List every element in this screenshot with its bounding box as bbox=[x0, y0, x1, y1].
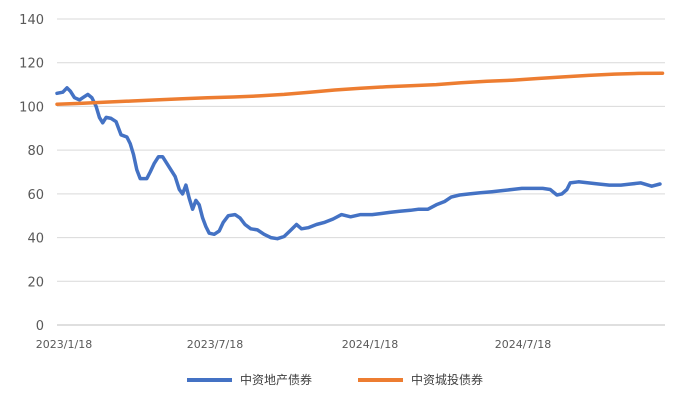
y-axis-tick-labels: 0 20 40 60 80 100 120 140 bbox=[19, 13, 44, 334]
series-lines bbox=[55, 71, 665, 241]
y-tick-label: 60 bbox=[27, 188, 44, 203]
x-tick-label: 2024/7/18 bbox=[495, 338, 551, 351]
y-tick-label: 0 bbox=[36, 319, 44, 334]
y-tick-label: 20 bbox=[27, 275, 44, 290]
x-tick-label: 2024/1/18 bbox=[342, 338, 398, 351]
legend-label-series-1: 中资地产债券 bbox=[240, 372, 312, 387]
x-tick-label: 2023/1/18 bbox=[36, 338, 92, 351]
legend-label-series-2: 中资城投债券 bbox=[411, 372, 483, 387]
x-axis-tick-labels: 2023/1/18 2023/7/18 2024/1/18 2024/7/18 bbox=[36, 338, 551, 351]
series-line-2 bbox=[55, 71, 665, 106]
y-tick-label: 100 bbox=[19, 100, 44, 115]
y-tick-label: 120 bbox=[19, 57, 44, 72]
series-line-1 bbox=[55, 86, 662, 241]
x-tick-label: 2023/7/18 bbox=[187, 338, 243, 351]
y-tick-label: 80 bbox=[27, 144, 44, 159]
legend: 中资地产债券 中资城投债券 bbox=[187, 372, 483, 387]
gridlines bbox=[57, 18, 665, 326]
y-tick-label: 40 bbox=[27, 232, 44, 247]
y-tick-label: 140 bbox=[19, 13, 44, 28]
